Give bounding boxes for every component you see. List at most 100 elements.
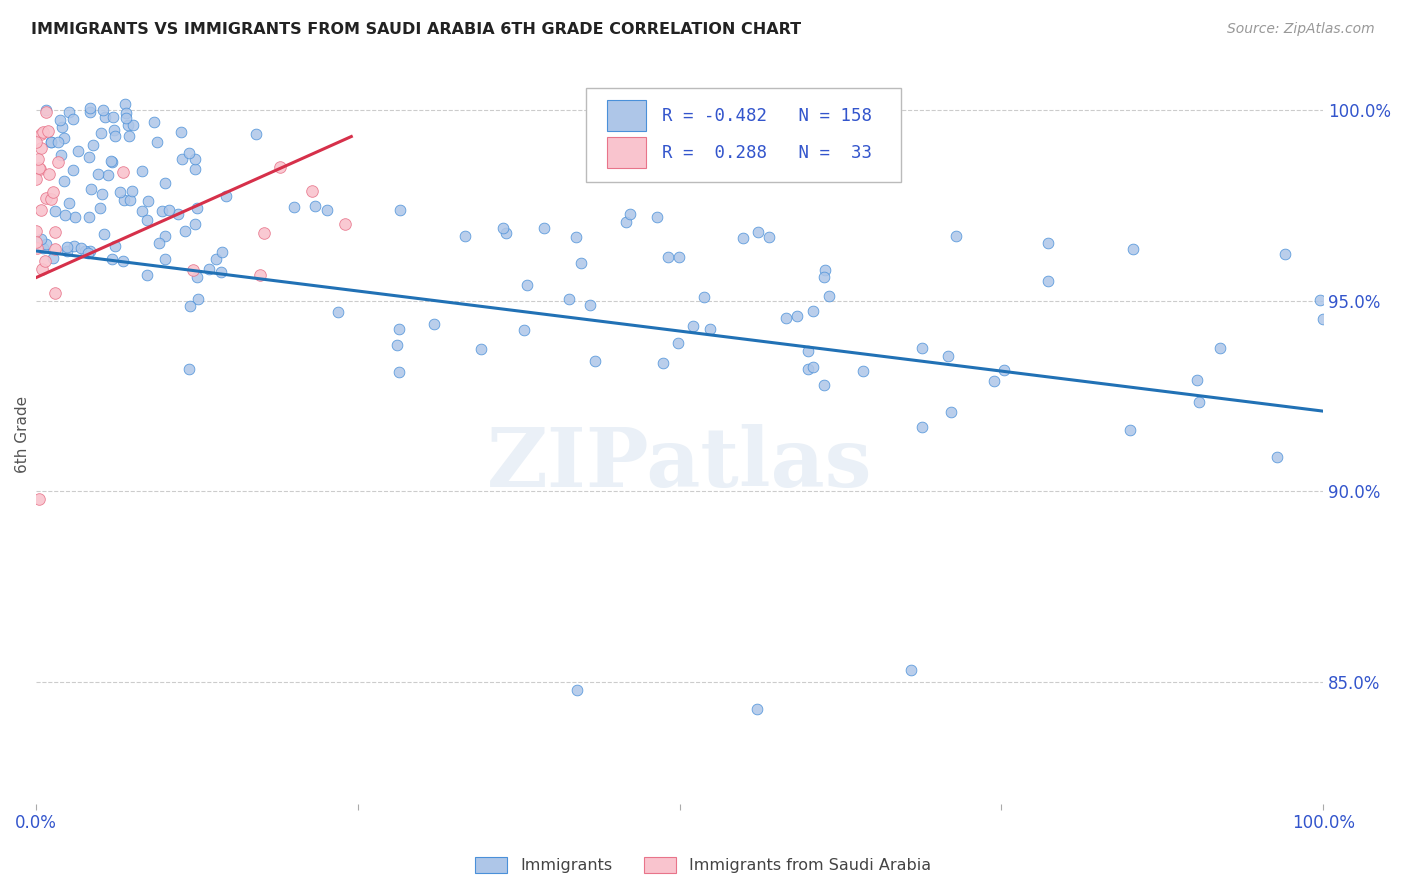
Point — [97, 168, 120, 182]
Point — [90, 186, 112, 201]
Point — [44, 226, 66, 240]
Point — [79, 104, 101, 119]
Point — [993, 363, 1015, 377]
Point — [936, 349, 959, 363]
FancyBboxPatch shape — [607, 100, 647, 131]
Point — [30, 127, 52, 141]
Point — [619, 207, 641, 221]
Point — [614, 215, 637, 229]
Point — [25, 241, 48, 255]
Point — [1122, 242, 1144, 256]
Point — [93, 111, 115, 125]
Text: R =  0.288   N =  33: R = 0.288 N = 33 — [661, 144, 872, 161]
Point — [186, 201, 208, 215]
Point — [25, 172, 48, 186]
Point — [25, 235, 48, 249]
Point — [30, 141, 52, 155]
Point — [100, 154, 122, 169]
Point — [209, 264, 232, 278]
Point — [813, 378, 835, 392]
Point — [157, 203, 180, 218]
Point — [775, 311, 797, 326]
Point — [304, 199, 326, 213]
Point — [93, 227, 115, 241]
Text: R = -0.482   N = 158: R = -0.482 N = 158 — [661, 107, 872, 125]
Point — [187, 292, 209, 306]
Point — [52, 131, 75, 145]
Point — [389, 202, 412, 217]
Text: IMMIGRANTS VS IMMIGRANTS FROM SAUDI ARABIA 6TH GRADE CORRELATION CHART: IMMIGRANTS VS IMMIGRANTS FROM SAUDI ARAB… — [31, 22, 801, 37]
Point — [56, 244, 79, 258]
Legend: Immigrants, Immigrants from Saudi Arabia: Immigrants, Immigrants from Saudi Arabia — [468, 850, 938, 880]
Point — [58, 195, 80, 210]
Point — [579, 298, 602, 312]
Point — [80, 182, 103, 196]
Point — [114, 96, 136, 111]
Point — [39, 135, 62, 149]
Point — [117, 118, 139, 132]
Point — [131, 163, 153, 178]
Point — [121, 184, 143, 198]
Point — [249, 268, 271, 282]
Point — [1274, 247, 1296, 261]
Point — [813, 269, 835, 284]
Point — [90, 126, 112, 140]
Point — [179, 362, 201, 376]
Point — [153, 176, 176, 190]
Point — [79, 102, 101, 116]
Point — [100, 154, 122, 169]
Point — [682, 318, 704, 333]
Point — [565, 230, 588, 244]
Point — [136, 194, 159, 208]
Point — [30, 203, 52, 218]
Point — [173, 224, 195, 238]
Point — [900, 664, 922, 678]
Point — [215, 189, 238, 203]
Point — [211, 245, 233, 260]
FancyBboxPatch shape — [585, 87, 901, 183]
Point — [53, 209, 76, 223]
Point — [35, 236, 58, 251]
Point — [65, 211, 87, 225]
Point — [516, 277, 538, 292]
Point — [143, 115, 166, 129]
Point — [911, 420, 934, 434]
Point — [44, 242, 66, 256]
Point — [941, 405, 963, 419]
Point — [818, 289, 841, 303]
Point — [172, 153, 194, 167]
Point — [668, 250, 690, 264]
Point — [333, 217, 356, 231]
Point — [104, 239, 127, 253]
Point — [37, 124, 59, 138]
Point — [385, 337, 408, 351]
Y-axis label: 6th Grade: 6th Grade — [15, 395, 31, 473]
Point — [179, 299, 201, 313]
Point — [388, 365, 411, 379]
Point — [181, 263, 204, 277]
Point — [786, 309, 808, 323]
Point — [326, 305, 349, 319]
Point — [423, 317, 446, 331]
Point — [1187, 374, 1209, 388]
Point — [118, 193, 141, 207]
Point — [283, 200, 305, 214]
Point — [35, 105, 58, 120]
Point — [108, 185, 131, 199]
Point — [150, 204, 173, 219]
Point — [103, 123, 125, 137]
Point — [1312, 311, 1334, 326]
Point — [657, 251, 679, 265]
Point — [651, 356, 673, 370]
Point — [115, 111, 138, 125]
Point — [699, 321, 721, 335]
Point — [38, 167, 60, 181]
Point — [28, 161, 51, 175]
Point — [39, 135, 62, 149]
Point — [56, 240, 79, 254]
Point — [51, 120, 73, 134]
Point — [145, 135, 167, 149]
Point — [79, 244, 101, 259]
Point — [112, 193, 135, 207]
Point — [945, 229, 967, 244]
